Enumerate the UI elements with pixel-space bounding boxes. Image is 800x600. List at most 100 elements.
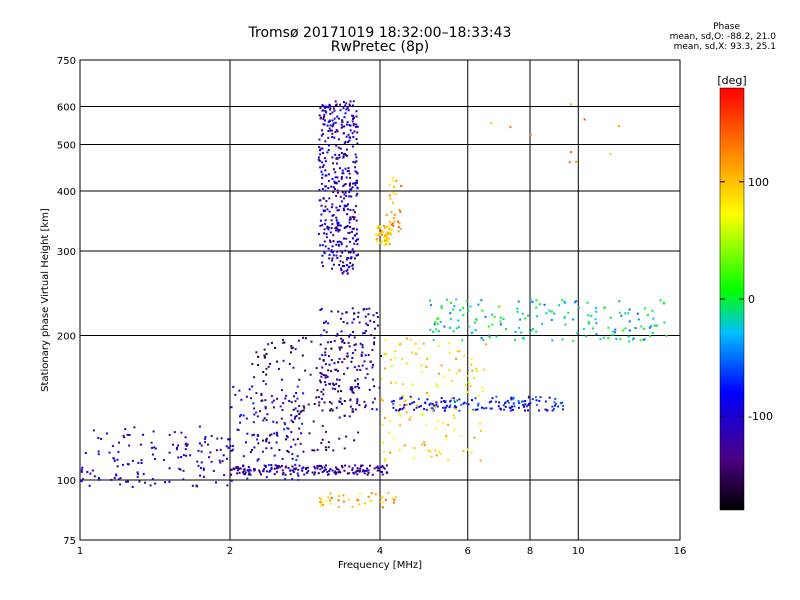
data-point — [343, 125, 346, 128]
data-point — [173, 431, 176, 434]
data-point — [315, 367, 318, 370]
data-point — [322, 152, 324, 154]
data-point — [267, 464, 270, 466]
data-point — [333, 339, 336, 342]
data-point — [344, 191, 347, 194]
data-point — [369, 464, 371, 467]
data-point — [343, 209, 346, 212]
data-point — [655, 324, 658, 327]
data-point — [270, 464, 273, 466]
data-point — [340, 402, 343, 405]
data-point — [326, 471, 329, 473]
data-point — [265, 367, 268, 370]
data-point — [375, 408, 378, 411]
data-point — [347, 232, 350, 234]
data-point — [617, 125, 620, 128]
data-point — [425, 408, 428, 411]
data-point — [379, 470, 382, 473]
data-point — [443, 375, 446, 378]
data-point — [253, 469, 256, 472]
data-point — [517, 400, 520, 403]
data-point — [393, 185, 395, 188]
data-point — [236, 466, 239, 469]
data-point — [352, 115, 354, 117]
data-point — [139, 443, 142, 446]
data-point — [287, 451, 290, 454]
data-point — [343, 358, 346, 360]
data-point — [354, 170, 357, 173]
data-point — [449, 318, 452, 321]
data-point — [276, 434, 279, 437]
data-point — [323, 250, 325, 253]
data-point — [197, 449, 200, 452]
data-point — [480, 386, 483, 389]
data-point — [337, 117, 340, 120]
data-point — [437, 420, 440, 423]
data-point — [320, 134, 323, 137]
data-point — [473, 436, 476, 439]
data-point — [333, 109, 336, 112]
data-point — [339, 103, 341, 106]
data-point — [324, 446, 327, 449]
data-point — [105, 432, 108, 435]
data-point — [296, 385, 299, 388]
data-point — [137, 461, 140, 464]
data-point — [399, 424, 402, 427]
data-point — [495, 395, 498, 398]
data-point — [538, 303, 541, 306]
data-point — [440, 307, 443, 309]
data-point — [336, 176, 339, 179]
data-point — [451, 380, 454, 383]
data-point — [364, 315, 367, 318]
data-point — [150, 441, 153, 444]
data-point — [607, 337, 610, 339]
data-point — [520, 331, 523, 334]
data-point — [318, 189, 321, 191]
data-point — [450, 301, 452, 304]
data-point — [572, 318, 574, 321]
data-point — [221, 460, 224, 463]
data-point — [510, 398, 513, 401]
data-point — [518, 326, 521, 329]
data-point — [376, 315, 379, 318]
data-point — [256, 438, 259, 441]
data-point — [541, 322, 544, 325]
data-point — [337, 209, 340, 211]
data-point — [444, 400, 447, 403]
data-point — [324, 363, 327, 366]
data-point — [291, 346, 294, 349]
data-point — [449, 404, 452, 407]
data-point — [303, 473, 306, 476]
data-point — [342, 185, 345, 188]
data-point — [427, 395, 430, 398]
data-point — [268, 441, 271, 444]
data-point — [327, 187, 330, 190]
data-point — [413, 456, 415, 459]
data-point — [452, 397, 455, 400]
data-point — [317, 396, 320, 399]
data-point — [353, 227, 356, 230]
data-point — [354, 182, 357, 184]
data-point — [366, 473, 369, 476]
data-point — [432, 404, 435, 407]
data-point — [488, 401, 491, 404]
data-point — [330, 219, 333, 222]
data-point — [383, 239, 386, 242]
data-point — [264, 465, 267, 467]
data-point — [324, 174, 327, 177]
data-point — [290, 419, 293, 422]
data-point — [332, 254, 335, 257]
data-point — [248, 388, 251, 391]
data-point — [278, 449, 281, 451]
data-point — [342, 207, 345, 210]
data-point — [337, 222, 340, 224]
data-point — [180, 431, 183, 434]
data-point — [300, 432, 303, 435]
data-point — [595, 310, 598, 313]
data-point — [336, 189, 339, 192]
data-point — [425, 424, 428, 427]
data-point — [337, 138, 340, 141]
data-point — [383, 234, 386, 237]
data-point — [411, 351, 414, 354]
data-point — [276, 397, 279, 400]
